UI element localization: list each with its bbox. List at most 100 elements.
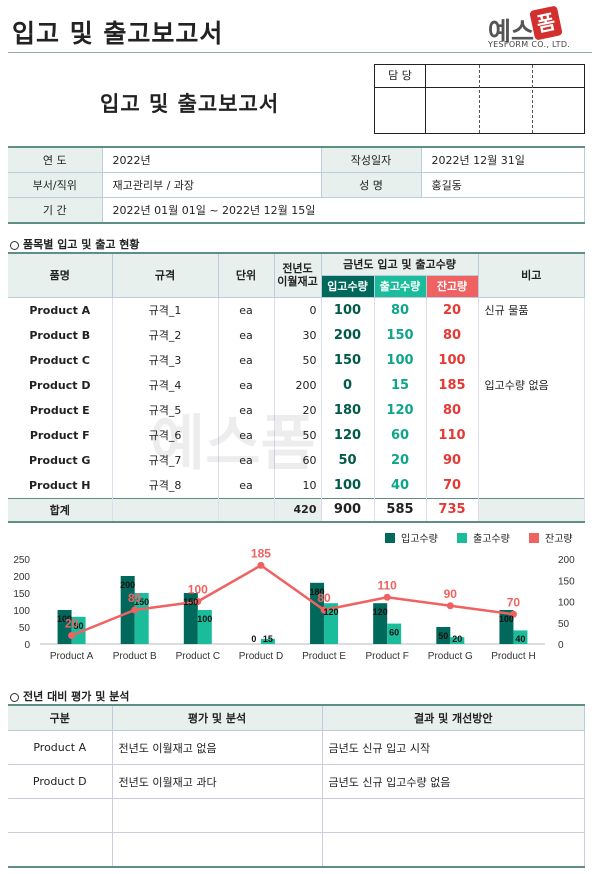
item-out-qty: 60 [374, 422, 427, 448]
total-rem: 735 [426, 497, 479, 523]
eval-col-category: 구분 [8, 705, 113, 731]
line-point [68, 632, 76, 639]
item-note [478, 472, 585, 498]
item-name: Product H [8, 472, 113, 498]
item-name: Product B [8, 322, 113, 348]
eval-result: 금년도 신규 입고수량 없음 [322, 764, 585, 799]
eval-col-result: 결과 및 개선방안 [322, 705, 585, 731]
bar-data-label: 100 [197, 614, 212, 624]
bar [436, 627, 451, 644]
item-rem-qty: 100 [426, 347, 479, 373]
col-out: 출고수량 [374, 275, 427, 298]
item-spec: 규격_7 [112, 447, 219, 473]
y-tick-label: 200 [13, 572, 30, 583]
item-note [478, 447, 585, 473]
col-unit: 단위 [218, 253, 275, 298]
item-out-qty: 100 [374, 347, 427, 373]
table-row: Product G 규격_7 ea 60 50 20 90 [8, 447, 585, 473]
line-data-label: 110 [378, 578, 398, 592]
item-rem-qty: 80 [426, 397, 479, 423]
document-title: 입고 및 출고보고서 [100, 92, 280, 116]
dept-label: 부서/직위 [8, 172, 103, 198]
item-spec: 규격_6 [112, 422, 219, 448]
eval-result [322, 832, 585, 868]
total-in: 900 [321, 497, 375, 523]
approval-box: 담 당 [374, 64, 585, 134]
bar-data-label: 15 [263, 634, 273, 644]
logo: 예스 폼 YESFORM CO., LTD. [488, 5, 588, 52]
bar-data-label: 120 [324, 607, 339, 617]
y-tick-label: 100 [13, 606, 30, 617]
eval-category [8, 798, 113, 833]
item-note [478, 347, 585, 373]
y-right-tick-label: 50 [558, 619, 570, 630]
eval-row [8, 798, 585, 833]
bar-data-label: 120 [373, 607, 388, 617]
x-tick-label: Product F [366, 651, 409, 662]
header-divider [8, 52, 592, 53]
item-rem-qty: 185 [426, 372, 479, 398]
x-tick-label: Product H [491, 651, 535, 662]
total-row: 합계 420 900 585 735 [8, 497, 585, 523]
item-spec: 규격_4 [112, 372, 219, 398]
item-out-qty: 150 [374, 322, 427, 348]
info-table: 연 도 2022년 작성일자 2022년 12월 31일 부서/직위 재고관리부… [8, 146, 585, 224]
eval-analysis: 전년도 이월재고 없음 [112, 730, 323, 765]
item-in-qty: 100 [321, 297, 375, 323]
eval-result [322, 798, 585, 833]
bar-data-label: 150 [134, 597, 149, 607]
table-row: Product C 규격_3 ea 50 150 100 100 [8, 347, 585, 373]
name-label: 성 명 [321, 172, 422, 198]
table-row: Product F 규격_6 ea 50 120 60 110 [8, 422, 585, 448]
line-data-label: 80 [128, 591, 142, 605]
eval-col-analysis: 평가 및 분석 [112, 705, 323, 731]
y-right-tick-label: 100 [558, 598, 575, 609]
date-value: 2022년 12월 31일 [421, 147, 585, 173]
item-prev-stock: 200 [274, 372, 322, 398]
item-note: 입고수량 없음 [478, 372, 585, 398]
year-value: 2022년 [102, 147, 322, 173]
y-tick-label: 250 [13, 555, 30, 566]
line-point [509, 610, 517, 618]
item-unit: ea [218, 372, 275, 398]
eval-analysis [112, 832, 323, 868]
col-spec: 규격 [112, 253, 219, 298]
item-unit: ea [218, 447, 275, 473]
eval-result: 금년도 신규 입고 시작 [322, 730, 585, 765]
logo-subtitle: YESFORM CO., LTD. [488, 40, 571, 49]
col-group-current-year: 금년도 입고 및 출고수량 [321, 253, 479, 276]
y-tick-label: 0 [24, 640, 30, 651]
total-prev: 420 [274, 497, 322, 523]
item-unit: ea [218, 322, 275, 348]
total-label: 합계 [8, 497, 113, 523]
item-unit: ea [218, 397, 275, 423]
bar [134, 593, 149, 644]
item-rem-qty: 20 [426, 297, 479, 323]
y-right-tick-label: 200 [558, 555, 575, 566]
bar [513, 630, 528, 644]
table-row: Product A 규격_1 ea 0 100 80 20 신규 물품 [8, 297, 585, 323]
bar-data-label: 60 [389, 628, 399, 638]
item-in-qty: 50 [321, 447, 375, 473]
y-right-tick-label: 0 [558, 640, 564, 651]
bar [499, 610, 514, 644]
col-prev-stock: 전년도 이월재고 [274, 253, 322, 298]
item-in-qty: 120 [321, 422, 375, 448]
item-in-qty: 200 [321, 322, 375, 348]
line-data-label: 20 [65, 617, 79, 631]
legend-swatch [457, 533, 467, 543]
item-rem-qty: 70 [426, 472, 479, 498]
item-unit: ea [218, 297, 275, 323]
legend-swatch [385, 533, 395, 543]
item-spec: 규격_1 [112, 297, 219, 323]
item-in-qty: 180 [321, 397, 375, 423]
bar-data-label: 180 [310, 587, 325, 597]
watermark: 예스폼 [150, 409, 316, 479]
bullet-icon [10, 692, 19, 702]
item-name: Product F [8, 422, 113, 448]
item-name: Product E [8, 397, 113, 423]
item-out-qty: 15 [374, 372, 427, 398]
item-name: Product C [8, 347, 113, 373]
x-tick-label: Product C [176, 651, 220, 662]
item-rem-qty: 110 [426, 422, 479, 448]
